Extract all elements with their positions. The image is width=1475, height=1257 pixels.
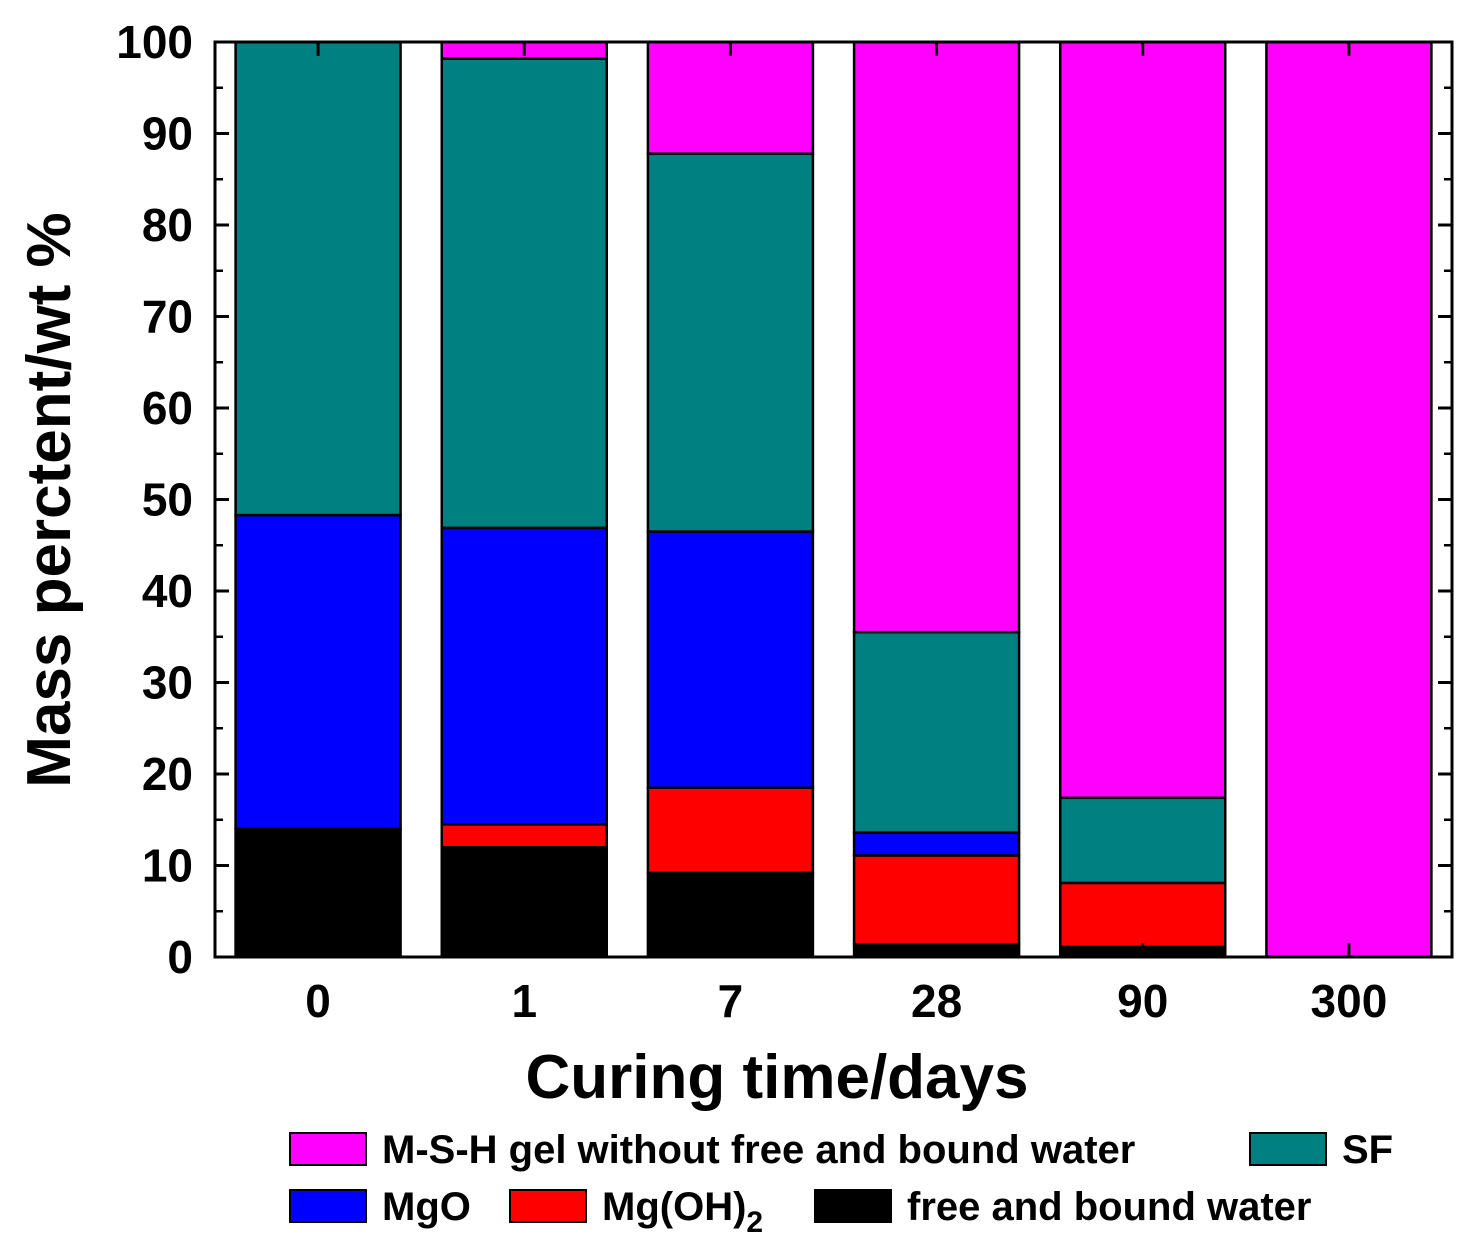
x-tick-label-0: 0 [305, 975, 331, 1027]
bar-segment-mgo-28 [852, 831, 1021, 857]
legend-label-mg-oh-2: Mg(OH)2 [602, 1185, 763, 1239]
bar-segment-mg-oh-2-1 [440, 823, 608, 849]
x-tick-label-7: 7 [718, 975, 744, 1027]
y-tick-label: 70 [142, 291, 193, 343]
x-tick-label-28: 28 [911, 975, 962, 1027]
bar-segment-m-s-h-gel-without-free-and-bound-water-28 [852, 40, 1021, 634]
y-tick-label: 90 [142, 108, 193, 160]
bar-segment-mg-oh-2-28 [852, 854, 1021, 946]
x-tick-label-300: 300 [1311, 975, 1388, 1027]
bar-segment-free-and-bound-water-1 [440, 845, 608, 959]
bar-segment-free-and-bound-water-0 [234, 827, 402, 959]
bar-segment-sf-90 [1059, 796, 1227, 885]
x-tick-label-90: 90 [1117, 975, 1168, 1027]
legend-swatch-m-s-h-gel-without-free-and-bound-water [289, 1132, 367, 1166]
bar-segment-sf-28 [852, 630, 1021, 834]
bar-segment-free-and-bound-water-7 [646, 871, 815, 959]
y-tick-label: 30 [142, 657, 193, 709]
y-tick-label: 100 [116, 16, 193, 68]
bar-segment-mg-oh-2-7 [646, 786, 815, 875]
bar-segment-sf-1 [440, 57, 608, 530]
legend-item-free-and-bound-water: free and bound water [814, 1185, 1312, 1229]
bar-segment-m-s-h-gel-without-free-and-bound-water-7 [646, 40, 815, 155]
y-tick-label: 60 [142, 382, 193, 434]
legend-swatch-free-and-bound-water [814, 1189, 892, 1223]
bar-segment-mg-oh-2-90 [1059, 881, 1227, 949]
legend-item-mg-oh-2: Mg(OH)2 [509, 1185, 763, 1239]
bar-segment-mgo-0 [234, 513, 402, 831]
y-axis-title: Mass perctent/wt % [15, 212, 84, 787]
y-tick-label: 0 [167, 931, 193, 983]
y-tick-label: 40 [142, 565, 193, 617]
legend: M-S-H gel without free and bound water SF… [289, 1128, 1393, 1239]
y-tick-label: 50 [142, 474, 193, 526]
x-tick-label-1: 1 [511, 975, 537, 1027]
x-axis-title: Curing time/days [526, 1043, 1029, 1112]
y-tick-label: 20 [142, 748, 193, 800]
legend-label-sf: SF [1342, 1128, 1393, 1172]
bar-segment-m-s-h-gel-without-free-and-bound-water-90 [1059, 40, 1227, 800]
legend-swatch-mgo [289, 1189, 367, 1223]
legend-item-m-s-h-gel-without-free-and-bound-water: M-S-H gel without free and bound water [289, 1128, 1135, 1172]
bar-segment-sf-0 [234, 40, 402, 517]
legend-swatch-sf [1249, 1132, 1327, 1166]
legend-item-mgo: MgO [289, 1185, 471, 1229]
y-tick-label: 80 [142, 199, 193, 251]
legend-label-free-and-bound-water: free and bound water [907, 1185, 1312, 1229]
legend-label-mgo: MgO [382, 1185, 471, 1229]
bars-group [234, 40, 1433, 959]
bar-segment-m-s-h-gel-without-free-and-bound-water-300 [1265, 40, 1433, 959]
bar-segment-mgo-7 [646, 530, 815, 789]
bar-segment-sf-7 [646, 152, 815, 533]
legend-label-m-s-h-gel-without-free-and-bound-water: M-S-H gel without free and bound water [382, 1128, 1135, 1172]
axes-group: 0 10 20 30 40 50 60 70 80 90 100 0 1 7 28 90 300 [116, 16, 1454, 1027]
y-tick-label: 10 [142, 840, 193, 892]
bar-segment-mgo-1 [440, 526, 608, 826]
legend-swatch-mg-oh-2 [509, 1189, 587, 1223]
legend-item-sf: SF [1249, 1128, 1393, 1172]
